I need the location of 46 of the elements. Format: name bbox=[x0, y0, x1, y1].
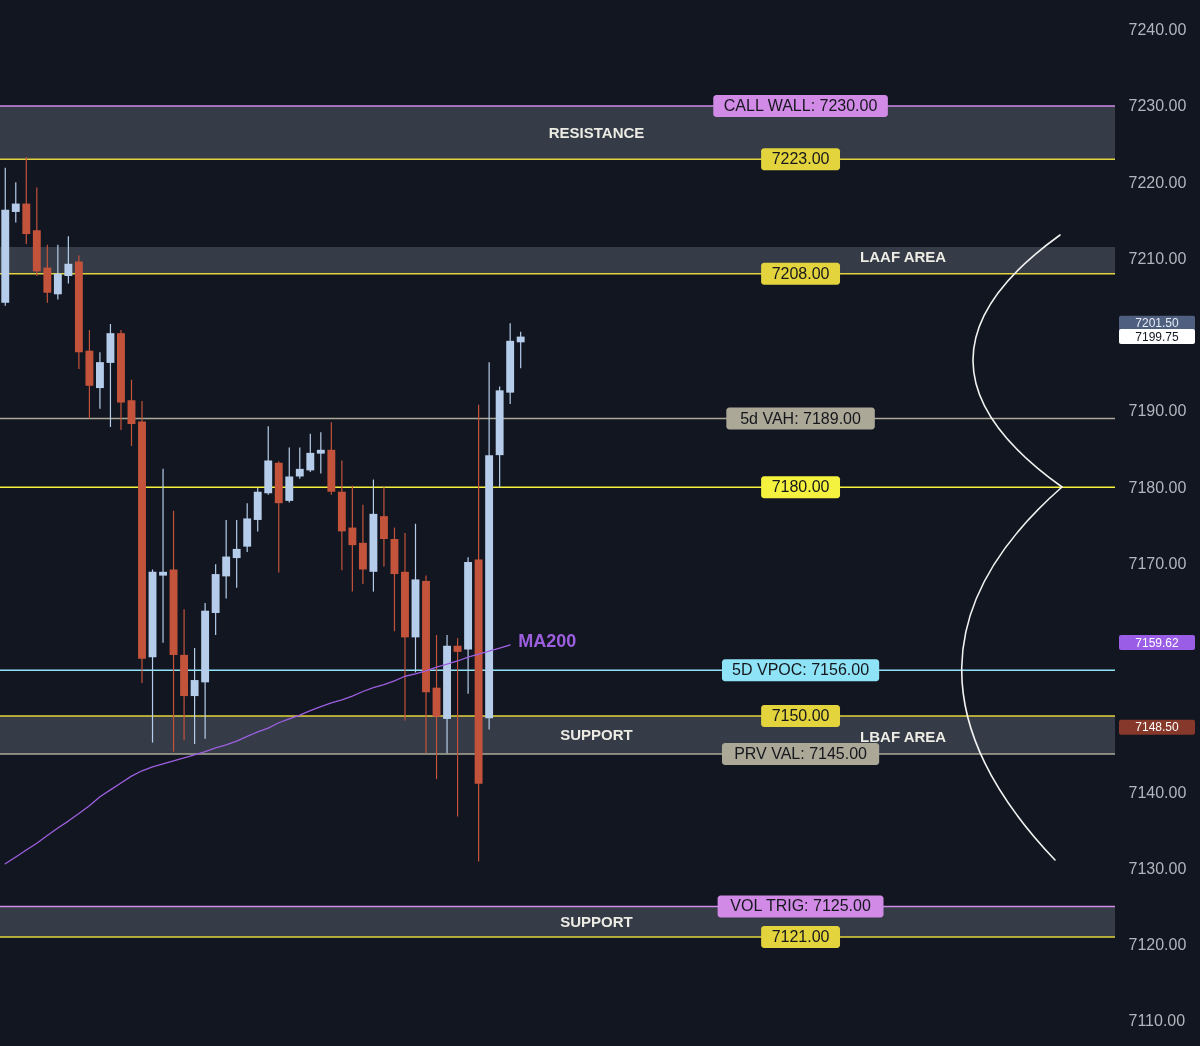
line-series bbox=[4, 644, 511, 865]
ref-line-label: 7150.00 bbox=[771, 706, 830, 724]
candlestick bbox=[316, 431, 325, 475]
candlestick bbox=[379, 486, 388, 568]
y2-tick-label: 7159.62 bbox=[1135, 635, 1180, 650]
ref-line-label: 7223.00 bbox=[771, 150, 830, 168]
y-tick-label: 7190.00 bbox=[1128, 402, 1187, 420]
candlestick bbox=[190, 647, 199, 745]
y-tick-label: 7140.00 bbox=[1128, 783, 1187, 801]
candlestick bbox=[222, 519, 231, 600]
y-tick-label: 7240.00 bbox=[1128, 21, 1187, 39]
y-tick-label: 7210.00 bbox=[1128, 249, 1187, 267]
candlestick bbox=[348, 485, 357, 593]
annotation: LAAF AREA bbox=[860, 247, 947, 265]
band-label: RESISTANCE bbox=[548, 123, 645, 141]
y-tick-label: 7120.00 bbox=[1128, 936, 1187, 954]
candlestick bbox=[453, 637, 462, 818]
ref-line-label: CALL WALL: 7230.00 bbox=[723, 96, 878, 114]
candlestick bbox=[295, 446, 304, 480]
y2-tick-label: 7201.50 bbox=[1135, 316, 1180, 331]
ref-line-label: 5d VAH: 7189.00 bbox=[740, 409, 862, 427]
ref-line-label: 7180.00 bbox=[771, 478, 830, 496]
candlestick bbox=[306, 433, 315, 473]
ref-line-label: PRV VAL: 7145.00 bbox=[734, 745, 868, 762]
candlestick bbox=[159, 468, 167, 644]
y2-tick-label: 7148.50 bbox=[1135, 720, 1180, 735]
y-tick-label: 7130.00 bbox=[1128, 859, 1187, 877]
candlestick bbox=[11, 181, 20, 224]
y2-tick-label: 7199.75 bbox=[1135, 329, 1180, 344]
series-label: MA200 bbox=[518, 630, 577, 651]
band-label: SUPPORT bbox=[560, 912, 633, 930]
y-tick-label: 7110.00 bbox=[1128, 1012, 1186, 1030]
candlestick bbox=[64, 235, 73, 285]
candlestick bbox=[232, 519, 241, 589]
band-label: SUPPORT bbox=[560, 725, 633, 743]
y-tick-label: 7220.00 bbox=[1128, 173, 1187, 191]
y-tick-label: 7170.00 bbox=[1128, 554, 1187, 572]
ref-line-label: VOL TRIG: 7125.00 bbox=[730, 897, 871, 915]
y-tick-label: 7230.00 bbox=[1128, 97, 1187, 115]
y-tick-label: 7180.00 bbox=[1128, 478, 1187, 496]
ref-line-label: 5D VPOC: 7156.00 bbox=[732, 661, 870, 679]
candlestick bbox=[127, 379, 136, 447]
candlestick bbox=[53, 244, 62, 301]
ref-line-label: 7208.00 bbox=[771, 264, 830, 282]
ref-line-label: 7121.00 bbox=[771, 927, 830, 945]
annotation: LBAF AREA bbox=[860, 728, 947, 745]
